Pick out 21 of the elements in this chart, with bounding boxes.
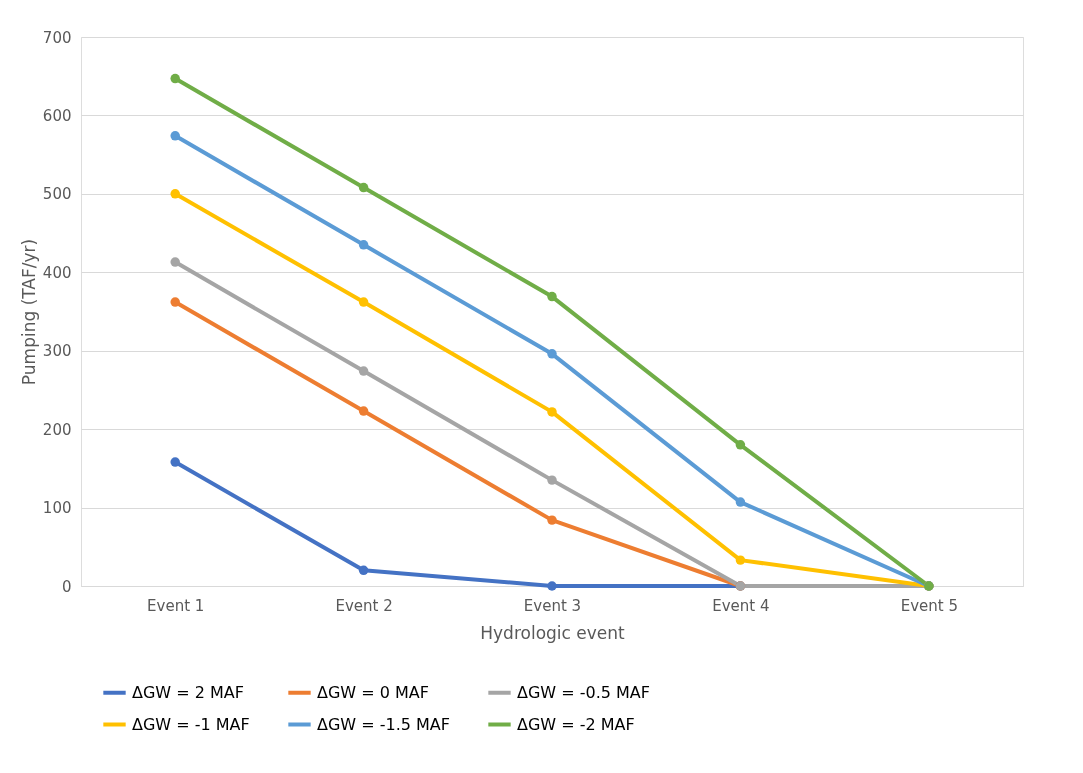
legend-label: ΔGW = -1.5 MAF [317, 714, 450, 734]
legend-label: ΔGW = 0 MAF [317, 682, 429, 702]
y-axis-title: Pumping (TAF/yr) [18, 238, 39, 386]
y-tick-label: 200 [42, 420, 72, 439]
y-tick-label: 400 [42, 263, 72, 282]
y-tick-label: 100 [42, 499, 72, 518]
y-tick-label: 300 [42, 342, 72, 361]
x-tick-label: Event 3 [523, 596, 582, 615]
y-tick-label: 500 [42, 185, 72, 204]
legend-label: ΔGW = 2 MAF [132, 682, 244, 702]
x-tick-label: Event 2 [335, 596, 393, 615]
legend-label: ΔGW = -0.5 MAF [517, 682, 650, 702]
x-tick-label: Event 4 [712, 596, 770, 615]
x-axis-title: Hydrologic event [480, 622, 626, 643]
x-tick-label: Event 5 [900, 596, 958, 615]
y-tick-label: 700 [42, 28, 72, 47]
x-tick-label: Event 1 [147, 596, 205, 615]
legend-label: ΔGW = -2 MAF [517, 714, 635, 734]
legend-label: ΔGW = -1 MAF [132, 714, 250, 734]
y-tick-label: 0 [61, 577, 72, 596]
y-tick-label: 600 [42, 106, 72, 125]
